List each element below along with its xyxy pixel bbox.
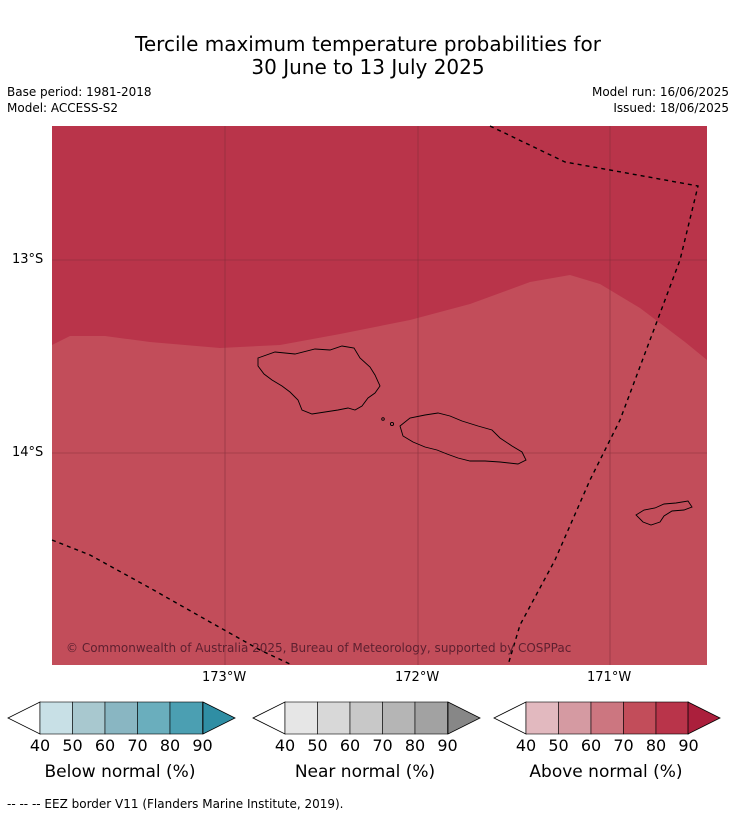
colorbar-near-cell	[414, 701, 448, 735]
colorbar-above-title: Above normal (%)	[529, 762, 683, 782]
colorbar-below-cell	[137, 701, 171, 735]
colorbar-near-high-arrow	[447, 701, 481, 735]
tutuila-island	[635, 500, 693, 526]
base-period: Base period: 1981-2018	[7, 85, 152, 99]
colorbar-below-high-arrow	[202, 701, 236, 735]
colorbar-near-tick: 80	[404, 736, 426, 755]
title-line-1: Tercile maximum temperature probabilitie…	[135, 32, 601, 56]
colorbar-above-cell	[525, 701, 559, 735]
colorbar-above-cell	[590, 701, 624, 735]
lon-label-171w: 171°W	[587, 670, 632, 685]
lon-label-172w: 172°W	[395, 670, 440, 685]
model-run: Model run: 16/06/2025	[591, 85, 729, 99]
colorbar-near-cell	[284, 701, 318, 735]
colorbar-above-tick: 80	[645, 736, 667, 755]
lon-label-173w: 173°W	[202, 670, 247, 685]
islet	[389, 421, 395, 427]
colorbar-below-tick: 80	[159, 736, 181, 755]
colorbar-below-tick: 60	[94, 736, 116, 755]
colorbar-near-tick: 60	[339, 736, 361, 755]
eez-footnote: -- -- -- EEZ border V11 (Flanders Marine…	[7, 797, 344, 811]
colorbar-above-tick: 90	[678, 736, 699, 755]
above-normal-70-region	[52, 275, 707, 665]
colorbar-near-tick: 90	[437, 736, 458, 755]
colorbar-near-tick: 40	[274, 736, 296, 755]
colorbar-above-cell	[655, 701, 689, 735]
colorbar-below-tick: 50	[62, 736, 83, 755]
savaii-island	[257, 345, 381, 415]
colorbar-above-cell	[558, 701, 592, 735]
upolu-island	[399, 412, 527, 465]
colorbar-near-cell	[317, 701, 351, 735]
colorbar-above-cell	[623, 701, 657, 735]
colorbar-above-tick: 50	[548, 736, 569, 755]
islet	[381, 417, 385, 421]
colorbar-above-tick: 40	[515, 736, 537, 755]
gridlines	[52, 126, 707, 665]
colorbar-above-high-arrow	[687, 701, 721, 735]
colorbar-above-low-arrow	[493, 701, 527, 735]
colorbar-near-tick: 70	[372, 736, 393, 755]
colorbar-below-tick: 90	[192, 736, 213, 755]
colorbar-below-tick: 70	[127, 736, 148, 755]
colorbar-below-title: Below normal (%)	[44, 762, 196, 782]
lat-label-14s: 14°S	[12, 445, 44, 460]
eez-border	[51, 125, 699, 666]
colorbar-below-cell	[104, 701, 138, 735]
model-name: Model: ACCESS-S2	[7, 101, 119, 115]
issued-date: Issued: 18/06/2025	[613, 101, 729, 115]
title-line-2: 30 June to 13 July 2025	[251, 55, 485, 79]
colorbar-above-tick: 60	[580, 736, 602, 755]
colorbar-below-tick: 40	[29, 736, 51, 755]
colorbar-above-tick: 70	[613, 736, 634, 755]
colorbar-below-cell	[169, 701, 203, 735]
colorbar-below-cell	[72, 701, 106, 735]
colorbar-near-title: Near normal (%)	[294, 762, 436, 782]
copyright-notice: © Commonwealth of Australia 2025, Bureau…	[66, 641, 572, 655]
islands	[257, 345, 693, 526]
lat-label-13s: 13°S	[12, 252, 44, 267]
colorbar-near-cell	[349, 701, 383, 735]
colorbar-near-tick: 50	[307, 736, 328, 755]
